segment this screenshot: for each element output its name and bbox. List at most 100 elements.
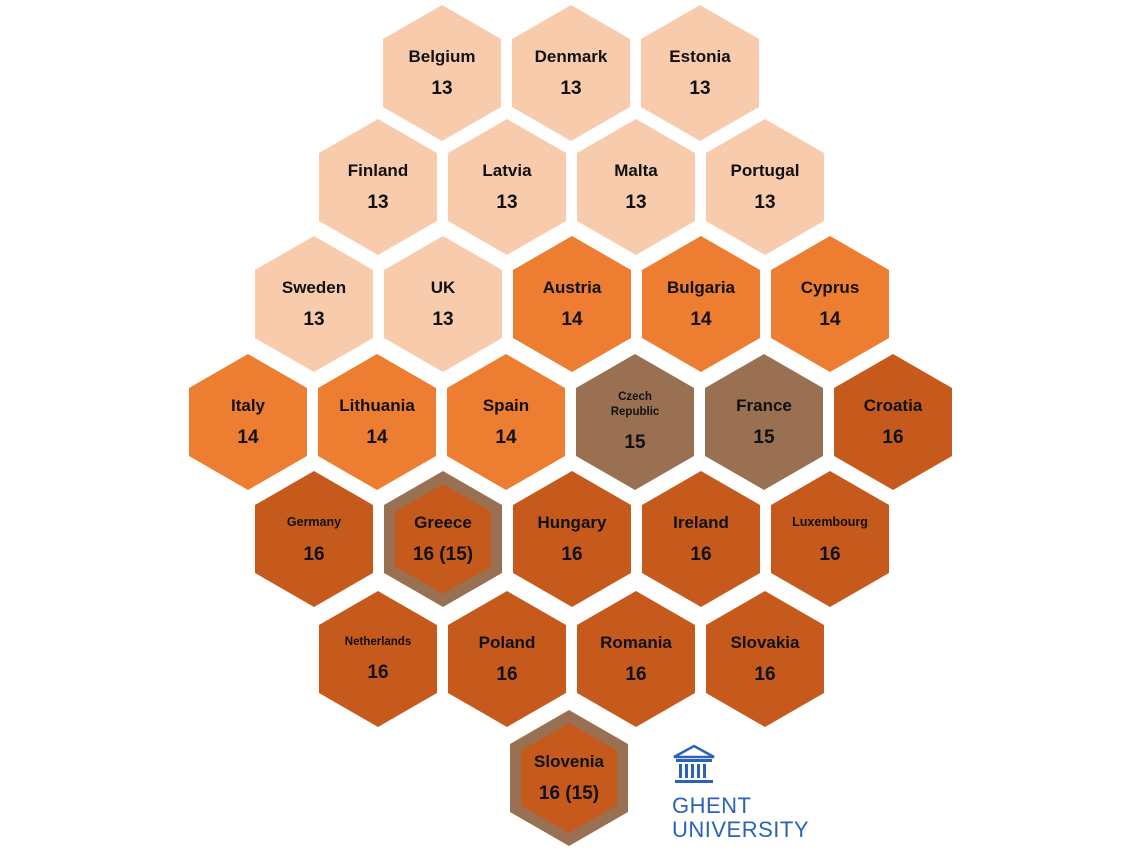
country-hexagon: Croatia 16 [834,354,952,490]
country-name: Croatia [863,395,923,415]
country-name: Malta [614,160,658,180]
hexagon-label: Germany 16 [255,471,373,607]
country-hexagon: Italy 14 [189,354,307,490]
hexagon-label: Malta 13 [577,119,695,255]
country-name: Netherlands [344,635,412,648]
hexagon-label: Luxembourg 16 [771,471,889,607]
country-hexagon: Malta 13 [577,119,695,255]
hexagon-label: Italy 14 [189,354,307,490]
hexagon-label: Romania 16 [577,591,695,727]
country-name: Sweden [281,277,347,297]
country-hexagon: Greece 16 (15) [384,471,502,607]
hexagon-label: Spain 14 [447,354,565,490]
country-hexagon: Spain 14 [447,354,565,490]
country-name: Greece [414,512,472,532]
age-value: 14 [690,308,712,330]
hexagon-label: France 15 [705,354,823,490]
age-value: 16 (15) [412,543,474,565]
hexagon-label: Slovakia 16 [706,591,824,727]
country-name: Denmark [534,46,608,66]
age-value: 13 [625,191,647,213]
country-name: Ireland [673,512,729,532]
country-hexagon: Latvia 13 [448,119,566,255]
country-hexagon: Sweden 13 [255,236,373,372]
hexagon-label: Czech Republic 15 [576,354,694,490]
country-hexagon: Lithuania 14 [318,354,436,490]
hexagon-label: Belgium 13 [383,5,501,141]
country-hexagon: Germany 16 [255,471,373,607]
age-value: 14 [819,308,841,330]
country-name: Hungary [537,512,607,532]
country-hexagon: Denmark 13 [512,5,630,141]
age-value: 13 [431,77,453,99]
country-name: Bulgaria [666,277,736,297]
country-hexagon: Romania 16 [577,591,695,727]
age-value: 16 [754,663,776,685]
country-name: Belgium [408,46,476,66]
country-hexagon: France 15 [705,354,823,490]
hexagon-label: Sweden 13 [255,236,373,372]
hexagon-label: Estonia 13 [641,5,759,141]
age-value: 14 [366,426,388,448]
country-name: Italy [230,395,266,415]
country-name: Latvia [482,160,532,180]
hexagon-label: Greece 16 (15) [384,471,502,607]
country-hexagon: Czech Republic 15 [576,354,694,490]
age-value: 13 [754,191,776,213]
country-name: France [736,395,792,415]
hexagon-label: Finland 13 [319,119,437,255]
age-value: 13 [496,191,518,213]
age-value: 13 [689,77,711,99]
logo-line-2: UNIVERSITY [672,817,810,842]
country-hexagon: Portugal 13 [706,119,824,255]
country-hexagon: Estonia 13 [641,5,759,141]
age-value: 13 [560,77,582,99]
country-hexagon: Slovenia 16 (15) [510,710,628,846]
country-name: Cyprus [800,277,860,297]
country-name: Romania [600,632,672,652]
age-value: 16 [690,543,712,565]
age-value: 16 [303,543,325,565]
age-value: 14 [561,308,583,330]
hexagon-label: Denmark 13 [512,5,630,141]
country-name: UK [430,277,456,297]
country-name: Germany [286,514,342,529]
hexagon-label: UK 13 [384,236,502,372]
country-hexagon: Austria 14 [513,236,631,372]
ghent-university-logo: GHENT UNIVERSITY [672,744,809,844]
age-value: 16 [819,543,841,565]
age-value: 14 [237,426,259,448]
country-name: Poland [478,632,536,652]
country-name: Estonia [669,46,731,66]
country-hexagon: Finland 13 [319,119,437,255]
hexagon-label: Cyprus 14 [771,236,889,372]
country-hexagon: UK 13 [384,236,502,372]
country-hexagon: Netherlands 16 [319,591,437,727]
age-value: 13 [367,191,389,213]
hexagon-label: Portugal 13 [706,119,824,255]
age-value: 16 [496,663,518,685]
country-name: Slovenia [534,751,604,771]
country-hexagon: Slovakia 16 [706,591,824,727]
age-value: 15 [753,426,775,448]
hexagon-label: Poland 16 [448,591,566,727]
age-value: 16 [625,663,647,685]
university-building-icon [673,744,715,783]
age-value: 13 [303,308,325,330]
country-hexagon: Hungary 16 [513,471,631,607]
logo-line-1: GHENT [672,793,752,818]
age-value: 14 [495,426,517,448]
country-hexagon: Luxembourg 16 [771,471,889,607]
hexagon-label: Ireland 16 [642,471,760,607]
country-name: Luxembourg [792,514,868,529]
country-name: Austria [542,277,602,297]
country-name: Lithuania [339,395,415,415]
age-value: 16 [561,543,583,565]
country-hexagon: Bulgaria 14 [642,236,760,372]
hexagon-label: Latvia 13 [448,119,566,255]
country-hexagon: Poland 16 [448,591,566,727]
age-value: 13 [432,308,454,330]
country-hexagon: Ireland 16 [642,471,760,607]
country-name: Spain [482,395,530,415]
